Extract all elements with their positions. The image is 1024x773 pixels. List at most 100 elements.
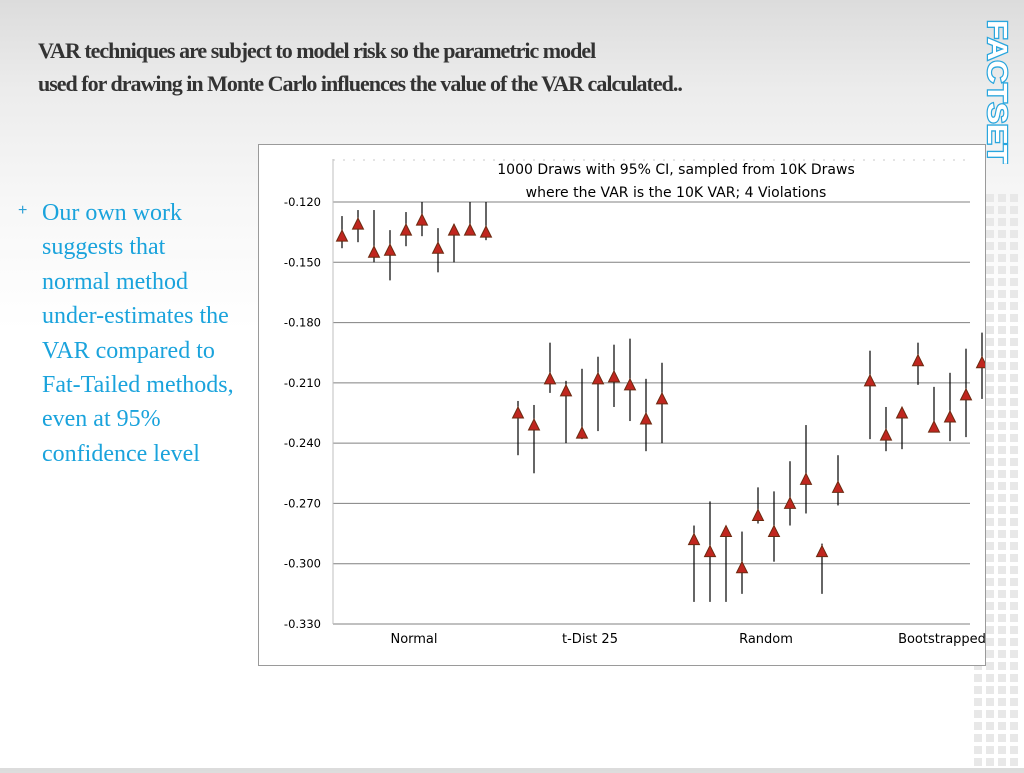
deco-square (986, 566, 994, 574)
category-labels: Normal t-Dist 25 Random Bootstrapped (390, 632, 985, 647)
var-marker (639, 411, 653, 425)
deco-square (1010, 590, 1018, 598)
deco-square (998, 686, 1006, 694)
deco-square (1010, 554, 1018, 562)
var-marker (783, 496, 797, 509)
category-label: Random (739, 632, 793, 647)
deco-square (998, 398, 1006, 406)
var-marker (831, 480, 845, 493)
deco-square (986, 374, 994, 382)
deco-square (998, 506, 1006, 514)
deco-square (986, 626, 994, 634)
var-marker (943, 409, 957, 423)
deco-square (986, 698, 994, 706)
deco-square (1010, 506, 1018, 514)
deco-square (1010, 638, 1018, 646)
y-tick-label: -0.150 (284, 255, 321, 269)
deco-square (1010, 614, 1018, 622)
deco-square (986, 542, 994, 550)
var-marker (959, 387, 973, 401)
deco-square (998, 662, 1006, 670)
deco-square (1010, 266, 1018, 274)
deco-square (986, 338, 994, 346)
bullet-line-6: Fat-Tailed methods, (42, 372, 234, 399)
deco-square (998, 518, 1006, 526)
deco-square (986, 746, 994, 754)
deco-square (986, 578, 994, 586)
deco-square (998, 530, 1006, 538)
deco-square (1010, 758, 1018, 766)
deco-square (998, 482, 1006, 490)
y-tick-label: -0.300 (284, 557, 321, 571)
var-marker (367, 245, 381, 258)
var-marker (575, 425, 589, 439)
deco-square (986, 662, 994, 670)
deco-square (986, 314, 994, 322)
var-marker (511, 405, 525, 419)
deco-square (1010, 458, 1018, 466)
deco-square (998, 554, 1006, 562)
deco-square (998, 650, 1006, 658)
deco-square (1010, 722, 1018, 730)
deco-square (998, 746, 1006, 754)
deco-square (998, 386, 1006, 394)
deco-square (1010, 602, 1018, 610)
bullet-line-3: normal method (42, 268, 188, 295)
deco-square (974, 662, 982, 670)
deco-square (1010, 410, 1018, 418)
deco-square (998, 446, 1006, 454)
deco-square (998, 350, 1006, 358)
var-marker (591, 371, 605, 385)
var-marker (703, 544, 717, 558)
deco-square (1010, 482, 1018, 490)
deco-square (1010, 218, 1018, 226)
deco-square (974, 686, 982, 694)
deco-square (986, 278, 994, 286)
deco-square (998, 230, 1006, 238)
deco-square (986, 590, 994, 598)
deco-square (986, 518, 994, 526)
deco-square (974, 758, 982, 766)
deco-square (974, 734, 982, 742)
deco-square (986, 446, 994, 454)
bullet-item: + Our own work suggests that normal meth… (18, 196, 278, 471)
deco-square (998, 494, 1006, 502)
var-marker (463, 223, 477, 236)
deco-square (998, 206, 1006, 214)
var-marker (543, 371, 557, 385)
deco-square (1010, 422, 1018, 430)
var-marker (751, 508, 765, 521)
var-marker (655, 391, 669, 405)
factset-logo: FACTSET (978, 14, 1014, 164)
deco-square (1010, 530, 1018, 538)
var-marker (383, 243, 397, 256)
deco-square (998, 410, 1006, 418)
bullet-line-4: under-estimates the (42, 303, 229, 330)
deco-square (974, 674, 982, 682)
deco-square (1010, 386, 1018, 394)
var-marker (719, 524, 733, 538)
deco-square (1010, 578, 1018, 586)
deco-square (998, 242, 1006, 250)
deco-square (1010, 362, 1018, 370)
deco-square (1010, 350, 1018, 358)
deco-square (986, 482, 994, 490)
deco-square (998, 458, 1006, 466)
deco-square (1010, 302, 1018, 310)
deco-square (1010, 398, 1018, 406)
deco-square (998, 590, 1006, 598)
var-marker (447, 223, 461, 236)
deco-square (986, 398, 994, 406)
deco-square (986, 638, 994, 646)
deco-square (974, 746, 982, 754)
deco-square (998, 326, 1006, 334)
deco-square (998, 542, 1006, 550)
var-marker (399, 223, 413, 236)
var-markers (335, 212, 985, 574)
deco-square (1010, 698, 1018, 706)
deco-square (998, 362, 1006, 370)
deco-square (998, 470, 1006, 478)
deco-square (986, 362, 994, 370)
deco-square (986, 434, 994, 442)
slide-title-line-2: used for drawing in Monte Carlo influenc… (38, 71, 683, 96)
